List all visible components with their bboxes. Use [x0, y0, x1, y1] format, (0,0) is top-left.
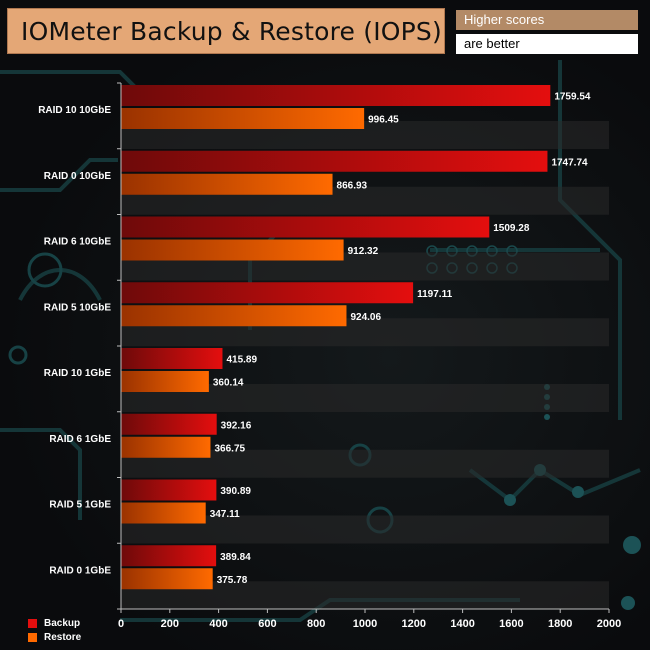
value-label-backup: 1197.11 — [417, 289, 452, 300]
category-label: RAID 10 1GbE — [44, 368, 112, 379]
category-label: RAID 5 1GbE — [49, 500, 111, 511]
x-tick-label: 1800 — [548, 618, 572, 630]
value-label-restore: 996.45 — [368, 115, 399, 126]
value-label-restore: 360.14 — [213, 378, 244, 389]
bar-backup — [121, 413, 217, 435]
legend-swatch-backup — [28, 619, 37, 628]
category-label: RAID 6 1GbE — [49, 434, 111, 445]
category-label: RAID 5 10GbE — [44, 302, 112, 313]
value-label-backup: 389.84 — [220, 552, 251, 563]
value-label-backup: 392.16 — [221, 420, 252, 431]
category-label: RAID 6 10GbE — [44, 237, 112, 248]
legend: Backup Restore — [28, 617, 81, 645]
legend-item-backup: Backup — [28, 617, 81, 630]
bar-restore — [121, 173, 333, 195]
chart-title-box: IOMeter Backup & Restore (IOPS) — [7, 8, 445, 54]
bar-backup — [121, 282, 414, 304]
bar-restore — [121, 108, 365, 129]
x-tick-label: 1600 — [499, 618, 523, 630]
value-label-restore: 866.93 — [337, 180, 368, 191]
bar-restore — [121, 371, 209, 392]
value-label-backup: 390.89 — [220, 486, 251, 497]
higher-scores-note: Higher scores — [456, 10, 638, 30]
category-label: RAID 0 1GbE — [49, 565, 111, 576]
bar-backup — [121, 479, 217, 501]
x-tick-label: 800 — [307, 618, 325, 630]
bar-backup — [121, 85, 551, 106]
x-tick-label: 200 — [161, 618, 179, 630]
legend-item-restore: Restore — [28, 631, 81, 644]
legend-label-backup: Backup — [44, 618, 81, 629]
chart-title: IOMeter Backup & Restore (IOPS) — [21, 17, 442, 46]
x-tick-label: 2000 — [597, 618, 621, 630]
x-tick-label: 1000 — [353, 618, 377, 630]
value-label-backup: 1759.54 — [554, 92, 591, 103]
bar-restore — [121, 305, 347, 327]
are-better-note: are better — [456, 34, 638, 54]
bar-restore — [121, 568, 213, 590]
value-label-backup: 415.89 — [226, 355, 257, 366]
bar-backup — [121, 150, 548, 172]
value-label-restore: 366.75 — [214, 443, 245, 454]
x-tick-label: 600 — [258, 618, 276, 630]
value-label-restore: 912.32 — [348, 246, 379, 257]
bar-restore — [121, 436, 211, 458]
bar-backup — [121, 545, 217, 567]
category-label: RAID 0 10GbE — [44, 171, 112, 182]
value-label-restore: 347.11 — [210, 509, 240, 520]
bar-backup — [121, 348, 223, 369]
category-label: RAID 10 10GbE — [38, 105, 111, 116]
legend-swatch-restore — [28, 633, 37, 642]
bar-backup — [121, 216, 490, 238]
value-label-restore: 924.06 — [350, 312, 381, 323]
value-label-restore: 375.78 — [217, 575, 248, 586]
x-tick-label: 1200 — [402, 618, 426, 630]
bar-restore — [121, 239, 344, 261]
bar-restore — [121, 502, 206, 524]
legend-label-restore: Restore — [44, 632, 82, 643]
x-tick-label: 400 — [209, 618, 227, 630]
x-tick-label: 1400 — [450, 618, 474, 630]
value-label-backup: 1509.28 — [493, 223, 530, 234]
x-tick-label: 0 — [118, 618, 124, 630]
value-label-backup: 1747.74 — [551, 157, 588, 168]
